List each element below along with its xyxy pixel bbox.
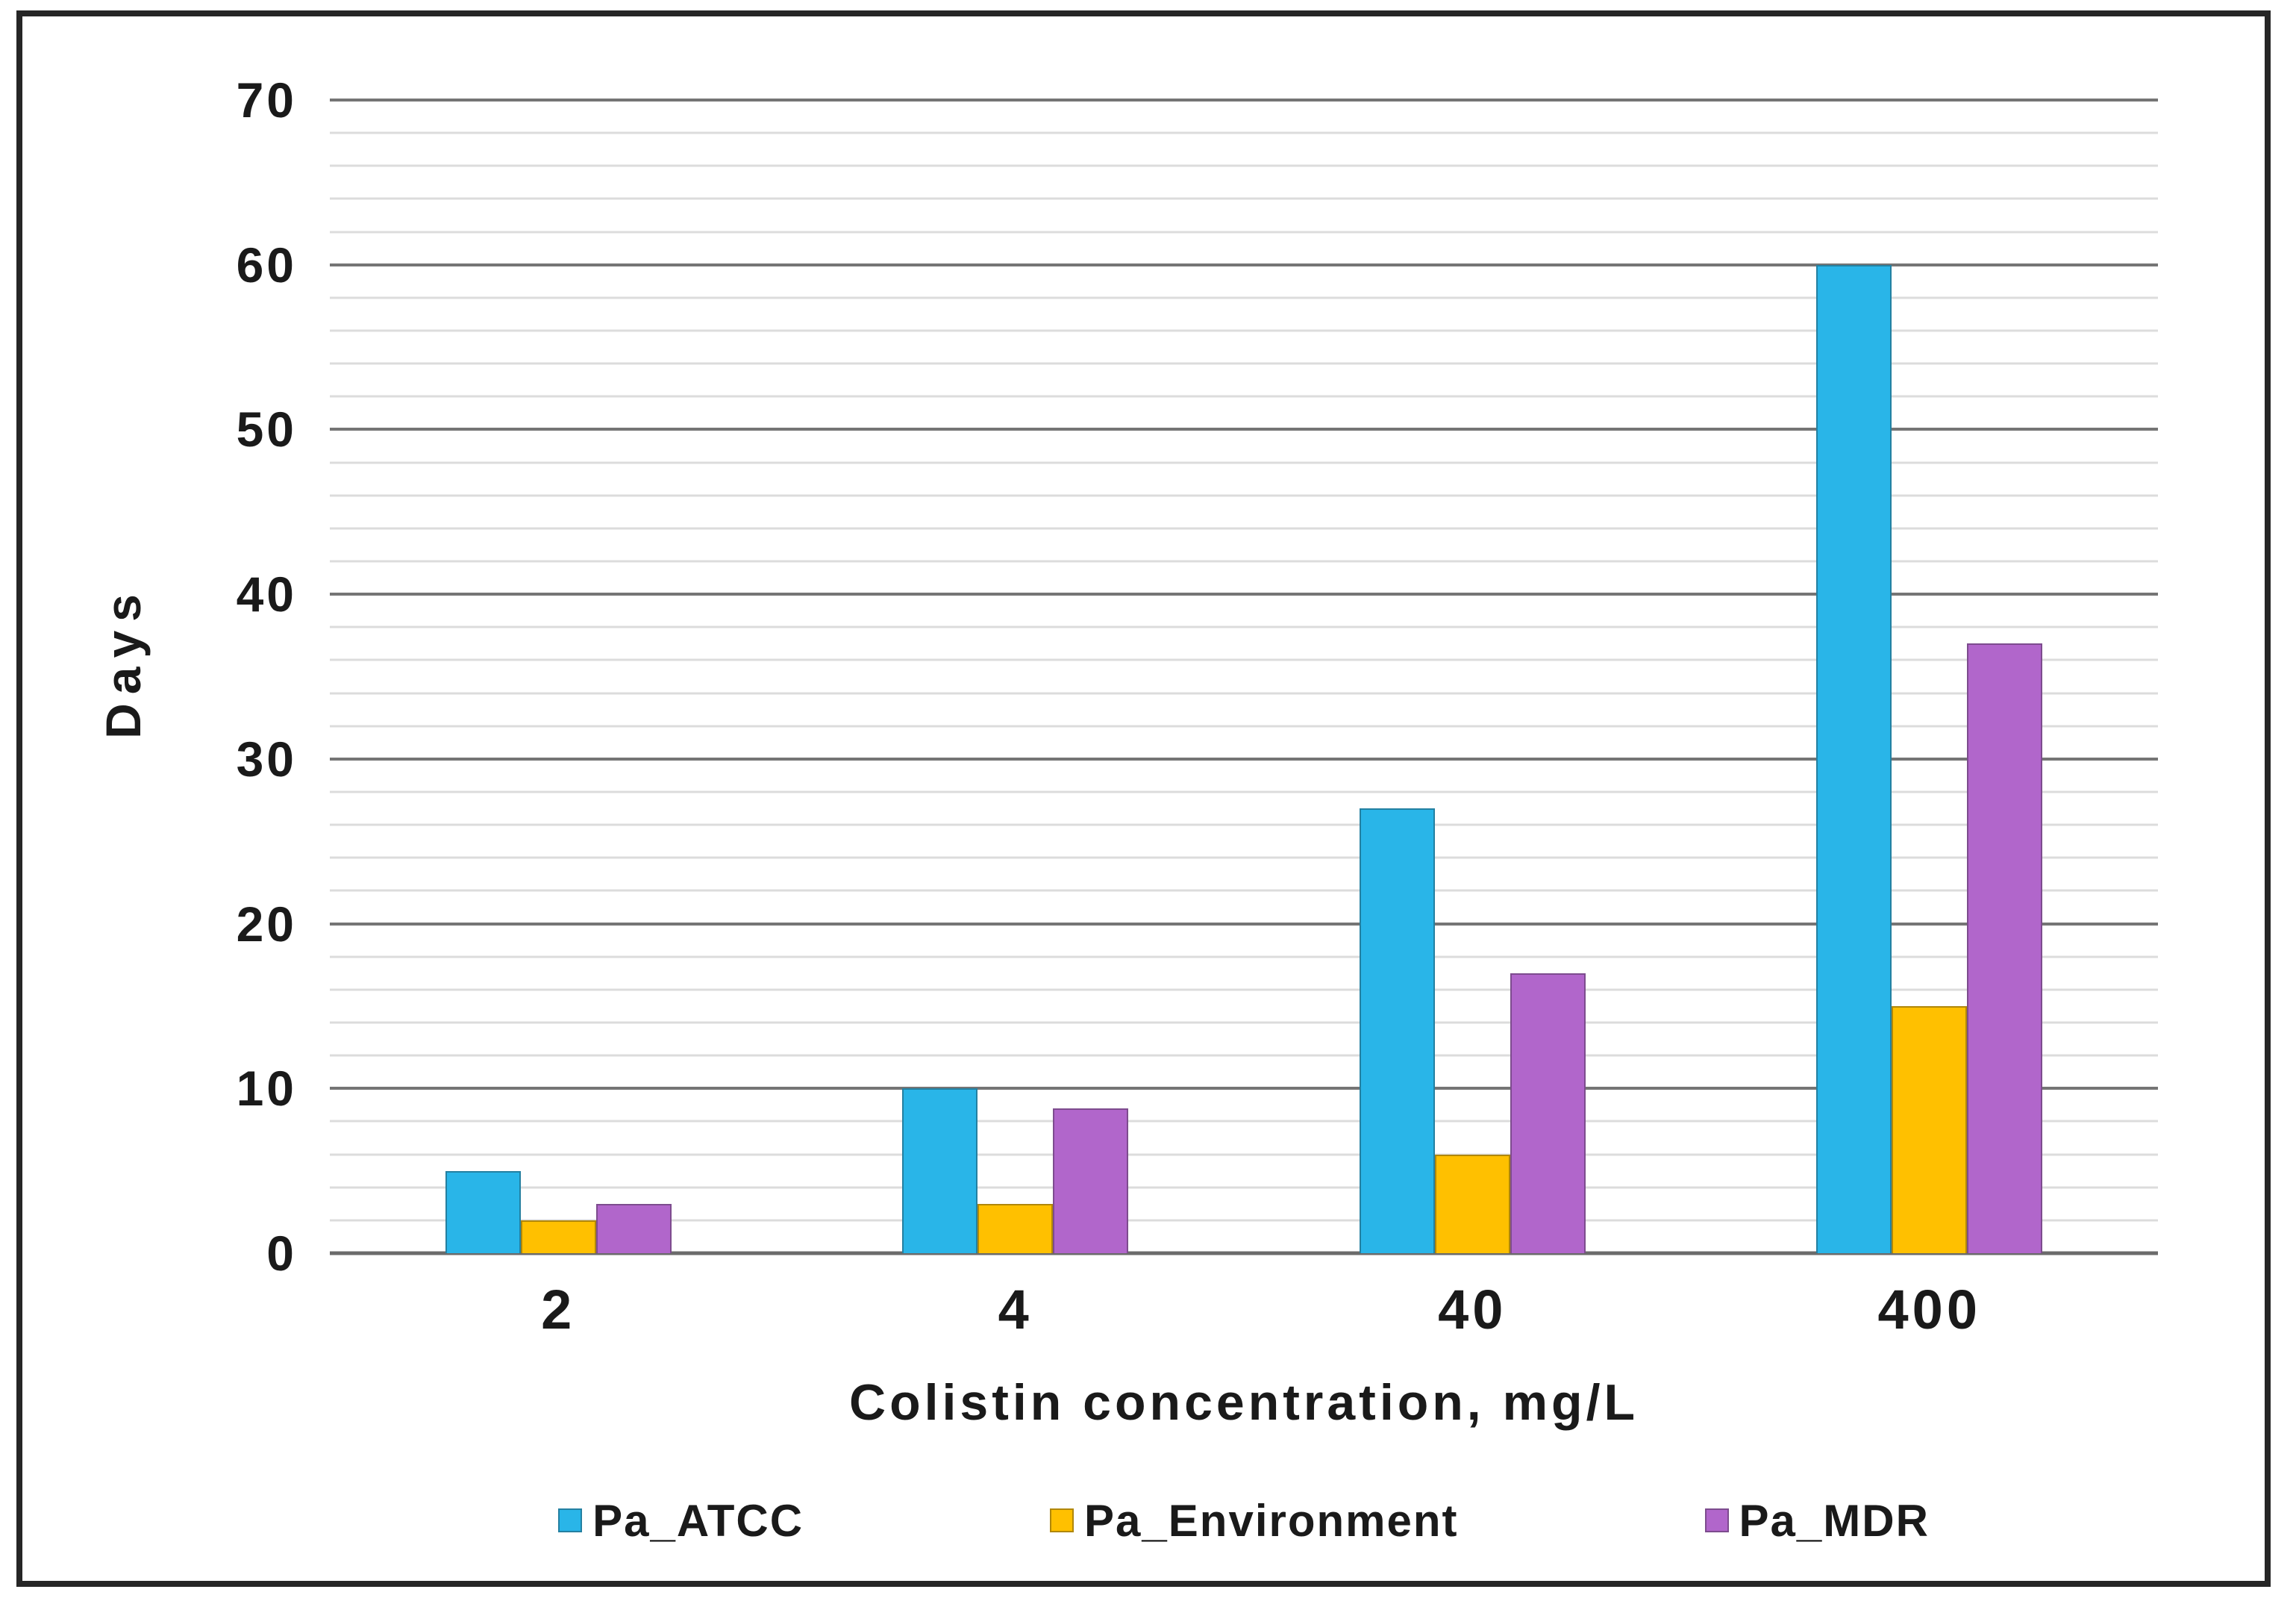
bar-pa-environment-2 — [520, 1220, 596, 1253]
legend-label-pa-environment: Pa_Environment — [1084, 1495, 1459, 1546]
minor-gridline — [330, 131, 2158, 134]
major-gridline — [330, 99, 2158, 102]
bar-group-2 — [330, 100, 787, 1253]
bar-pa-atcc-400 — [1816, 264, 1892, 1253]
x-tick-label-40: 40 — [1438, 1279, 1507, 1341]
legend-entry-pa-environment: Pa_Environment — [1050, 1495, 1458, 1547]
minor-gridline — [330, 988, 2158, 991]
legend-marker-pa-atcc-icon — [558, 1508, 583, 1532]
bar-pa-environment-4 — [977, 1203, 1054, 1253]
minor-gridline — [330, 1219, 2158, 1222]
major-gridline — [330, 757, 2158, 761]
minor-gridline — [330, 1120, 2158, 1123]
major-gridline — [330, 593, 2158, 596]
minor-gridline — [330, 625, 2158, 628]
minor-gridline — [330, 461, 2158, 464]
major-gridline — [330, 922, 2158, 926]
y-axis: 0 10 20 30 40 50 60 70 — [236, 72, 297, 1281]
minor-gridline — [330, 955, 2158, 958]
minor-gridline — [330, 692, 2158, 695]
legend-entry-pa-mdr: Pa_MDR — [1704, 1495, 1930, 1547]
major-gridline — [330, 1087, 2158, 1090]
minor-gridline — [330, 790, 2158, 793]
minor-gridline — [330, 823, 2158, 826]
major-gridline — [330, 263, 2158, 266]
minor-gridline — [330, 1153, 2158, 1156]
minor-gridline — [330, 362, 2158, 365]
minor-gridline — [330, 231, 2158, 234]
chart-frame: Days 0 10 20 30 40 50 60 70 2 4 40 400 Colistin co… — [16, 10, 2271, 1587]
minor-gridline — [330, 889, 2158, 892]
minor-gridline — [330, 1021, 2158, 1024]
bar-group-40 — [1244, 100, 1701, 1253]
bar-group-400 — [1701, 100, 2159, 1253]
legend-label-pa-atcc: Pa_ATCC — [592, 1495, 804, 1546]
x-axis: 2 4 40 400 — [330, 1278, 2158, 1345]
bar-pa-atcc-40 — [1359, 808, 1435, 1253]
legend: Pa_ATCC Pa_Environment Pa_MDR — [330, 1483, 2158, 1558]
minor-gridline — [330, 329, 2158, 332]
plot-area — [330, 99, 2159, 1255]
minor-gridline — [330, 164, 2158, 167]
x-tick-label-400: 400 — [1877, 1279, 1981, 1341]
x-axis-line — [330, 1251, 2158, 1255]
minor-gridline — [330, 527, 2158, 530]
legend-label-pa-mdr: Pa_MDR — [1739, 1495, 1930, 1546]
minor-gridline — [330, 296, 2158, 299]
x-tick-label-4: 4 — [998, 1279, 1033, 1341]
legend-marker-pa-environment-icon — [1050, 1508, 1075, 1532]
legend-marker-pa-mdr-icon — [1704, 1508, 1729, 1532]
minor-gridline — [330, 494, 2158, 497]
minor-gridline — [330, 1054, 2158, 1057]
bar-pa-mdr-2 — [595, 1203, 672, 1253]
bar-pa-environment-40 — [1434, 1154, 1510, 1253]
bar-pa-atcc-2 — [445, 1170, 521, 1253]
minor-gridline — [330, 856, 2158, 859]
minor-gridline — [330, 1186, 2158, 1189]
minor-gridline — [330, 197, 2158, 200]
bar-group-4 — [787, 100, 1245, 1253]
x-tick-label-2: 2 — [541, 1279, 576, 1341]
minor-gridline — [330, 560, 2158, 563]
x-axis-title: Colistin concentration, mg/L — [848, 1374, 1639, 1431]
y-axis-title: Days — [96, 585, 151, 739]
bar-pa-mdr-4 — [1053, 1108, 1129, 1253]
bar-pa-mdr-40 — [1510, 973, 1586, 1253]
bar-pa-atcc-4 — [902, 1088, 978, 1253]
minor-gridline — [330, 395, 2158, 398]
bar-pa-mdr-400 — [1967, 643, 2043, 1253]
legend-entry-pa-atcc: Pa_ATCC — [558, 1495, 804, 1547]
bar-pa-environment-400 — [1892, 1005, 1968, 1253]
minor-gridline — [330, 658, 2158, 661]
major-gridline — [330, 428, 2158, 431]
minor-gridline — [330, 725, 2158, 728]
